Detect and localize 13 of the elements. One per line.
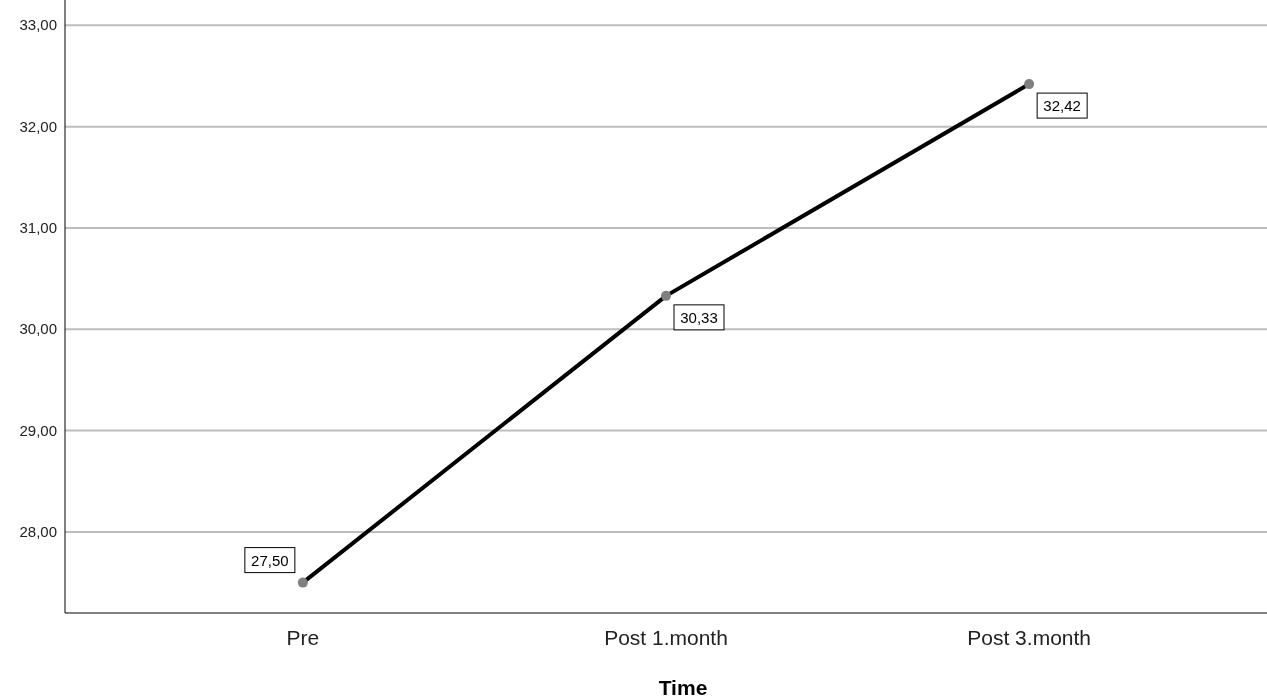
y-tick-label: 30,00: [19, 320, 57, 338]
y-tick-label: 31,00: [19, 218, 57, 236]
y-tick-label: 29,00: [19, 421, 57, 439]
data-label: 27,50: [251, 551, 289, 569]
x-axis-title: Time: [658, 676, 708, 699]
y-tick-label: 28,00: [19, 522, 57, 540]
x-tick-label: Post 3.month: [967, 626, 1092, 649]
x-tick-label: Pre: [286, 626, 320, 649]
y-tick-label: 32,00: [19, 117, 57, 135]
y-tick-label: 33,00: [19, 16, 57, 34]
x-tick-label: Post 1.month: [604, 626, 728, 649]
data-label: 32,42: [1043, 97, 1081, 115]
data-label: 30,33: [680, 308, 718, 326]
